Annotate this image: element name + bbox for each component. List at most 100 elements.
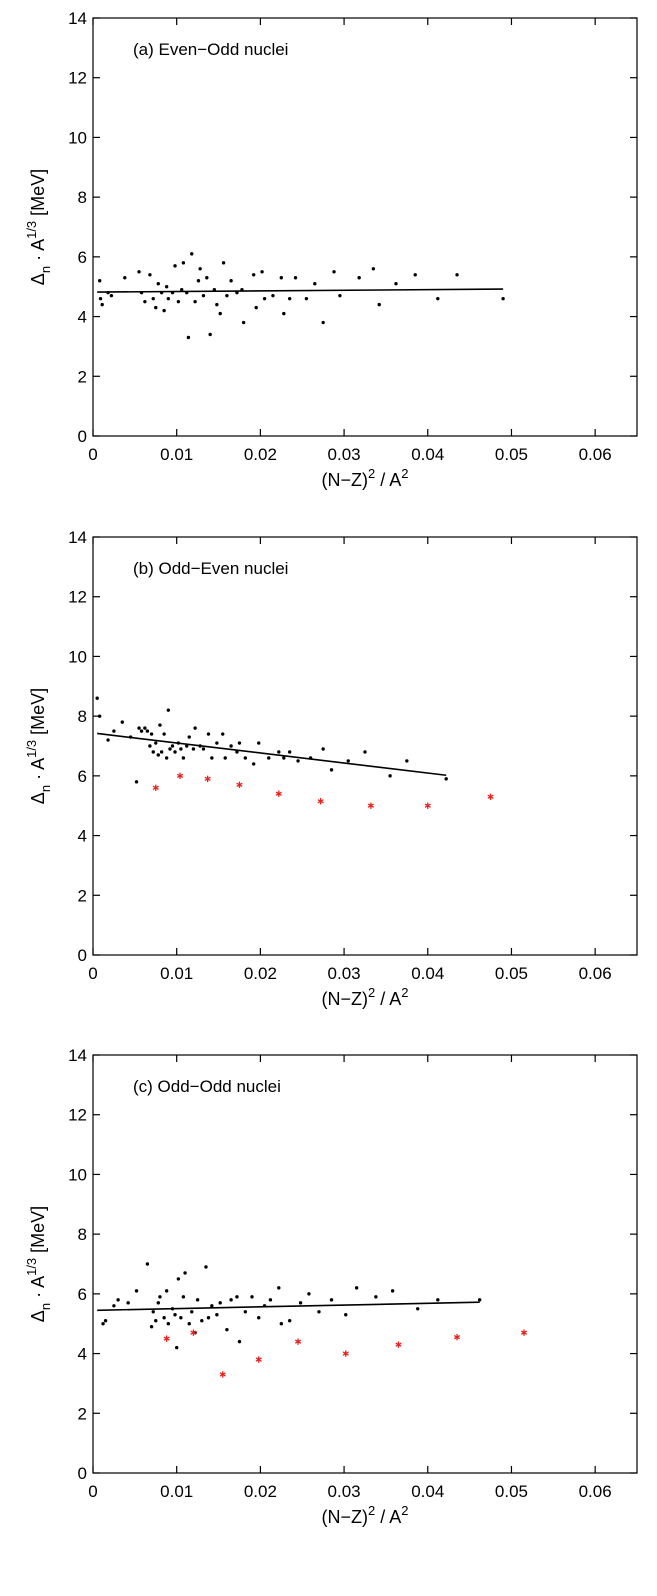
y-label-sup: 1/3: [24, 221, 39, 239]
y-label-sub: n: [38, 266, 53, 273]
data-point: [287, 296, 292, 301]
data-point: [145, 1262, 150, 1266]
data-point: [198, 744, 202, 748]
data-point: [166, 1322, 171, 1326]
plot-frame: [92, 536, 638, 956]
star-point: [317, 798, 324, 805]
data-point: [179, 1316, 183, 1320]
data-point: [279, 1322, 284, 1326]
data-point: [112, 1304, 116, 1308]
y-tick-label: 0: [78, 427, 87, 446]
data-point: [329, 768, 334, 772]
data-point: [148, 273, 152, 277]
data-point: [200, 1319, 204, 1323]
data-point: [215, 741, 219, 745]
y-axis-label: Δn · A1/3 [MeV]: [24, 169, 53, 285]
x-tick-label: 0.06: [579, 1482, 612, 1501]
y-tick-label: 6: [78, 767, 87, 786]
data-point: [257, 1316, 261, 1320]
x-label-sup: 2: [401, 985, 408, 1000]
x-label-sup: 2: [368, 985, 375, 1000]
data-point: [112, 729, 116, 733]
y-tick-label: 2: [78, 886, 87, 905]
y-label-part: [MeV]: [28, 169, 48, 221]
data-point: [190, 252, 194, 256]
fit-line: [97, 1301, 480, 1312]
data-point: [173, 750, 177, 754]
x-tick-label: 0: [88, 964, 97, 983]
data-point: [181, 261, 186, 265]
star-stroke: [152, 785, 159, 790]
data-point: [139, 290, 144, 295]
fit-line: [97, 732, 447, 777]
y-tick-label: 6: [78, 1285, 87, 1304]
star-point: [219, 1371, 226, 1378]
data-point: [174, 1345, 179, 1350]
star-stroke: [317, 799, 324, 804]
star-stroke: [395, 1342, 402, 1347]
star-point: [236, 781, 243, 789]
y-tick-label: 12: [68, 69, 87, 88]
x-tick-label: 0.06: [579, 445, 612, 464]
data-point: [170, 290, 175, 295]
y-tick-label: 14: [68, 9, 87, 28]
y-label-sub: n: [38, 1303, 53, 1310]
chart-panel-b: 0 0.01 0.02 0.03 0.04 0.05 0.06 0 2 4 6 8 10 12 14 (b) …: [24, 528, 638, 1009]
star-stroke: [190, 1330, 197, 1335]
data-point: [187, 1322, 191, 1326]
data-point: [317, 1310, 321, 1314]
data-point: [201, 293, 206, 298]
star-point: [453, 1333, 461, 1341]
star-point: [163, 1335, 170, 1342]
y-label-part: · A: [28, 239, 48, 266]
data-point: [277, 1286, 281, 1290]
y-label-sup: 1/3: [24, 1258, 39, 1276]
data-point: [240, 288, 244, 292]
star-stroke: [424, 803, 431, 808]
star-stroke: [236, 782, 243, 787]
star-point: [424, 802, 431, 809]
y-label-part: Δ: [28, 792, 48, 804]
data-point: [123, 276, 127, 280]
data-point: [235, 1295, 239, 1299]
data-point: [229, 744, 233, 748]
y-label-sup: 1/3: [24, 740, 39, 758]
data-point: [154, 305, 158, 310]
star-point: [487, 793, 494, 800]
star-stroke: [163, 1336, 170, 1341]
y-tick-label: 4: [78, 308, 87, 327]
data-point: [282, 756, 286, 760]
data-point: [262, 1304, 267, 1308]
data-point: [156, 753, 160, 757]
star-stroke: [219, 1372, 226, 1377]
fit-line: [97, 288, 504, 293]
data-point: [204, 1265, 208, 1269]
data-point: [120, 720, 124, 724]
data-point: [162, 732, 166, 736]
data-point: [268, 1298, 273, 1302]
data-point: [405, 759, 409, 763]
data-point: [139, 729, 144, 733]
data-point: [436, 296, 440, 301]
data-point: [298, 1301, 303, 1305]
data-point: [282, 311, 286, 316]
x-tick-label: 0.02: [244, 964, 277, 983]
data-point: [143, 299, 147, 304]
star-point: [255, 1356, 262, 1363]
x-tick-label: 0.04: [411, 445, 444, 464]
data-point: [287, 750, 292, 754]
data-point: [210, 756, 214, 760]
star-point: [275, 790, 282, 797]
data-point: [212, 288, 217, 292]
y-tick-label: 2: [78, 367, 87, 386]
x-label-part: (N−Z): [322, 470, 369, 490]
data-point: [237, 1339, 242, 1344]
data-point: [206, 732, 211, 736]
data-point: [444, 777, 448, 781]
x-axis-label: (N−Z)2 / A2: [322, 466, 409, 490]
x-tick-label: 0.04: [411, 1482, 444, 1501]
data-point: [229, 279, 233, 283]
y-tick-label: 4: [78, 827, 87, 846]
data-point: [162, 1316, 166, 1320]
